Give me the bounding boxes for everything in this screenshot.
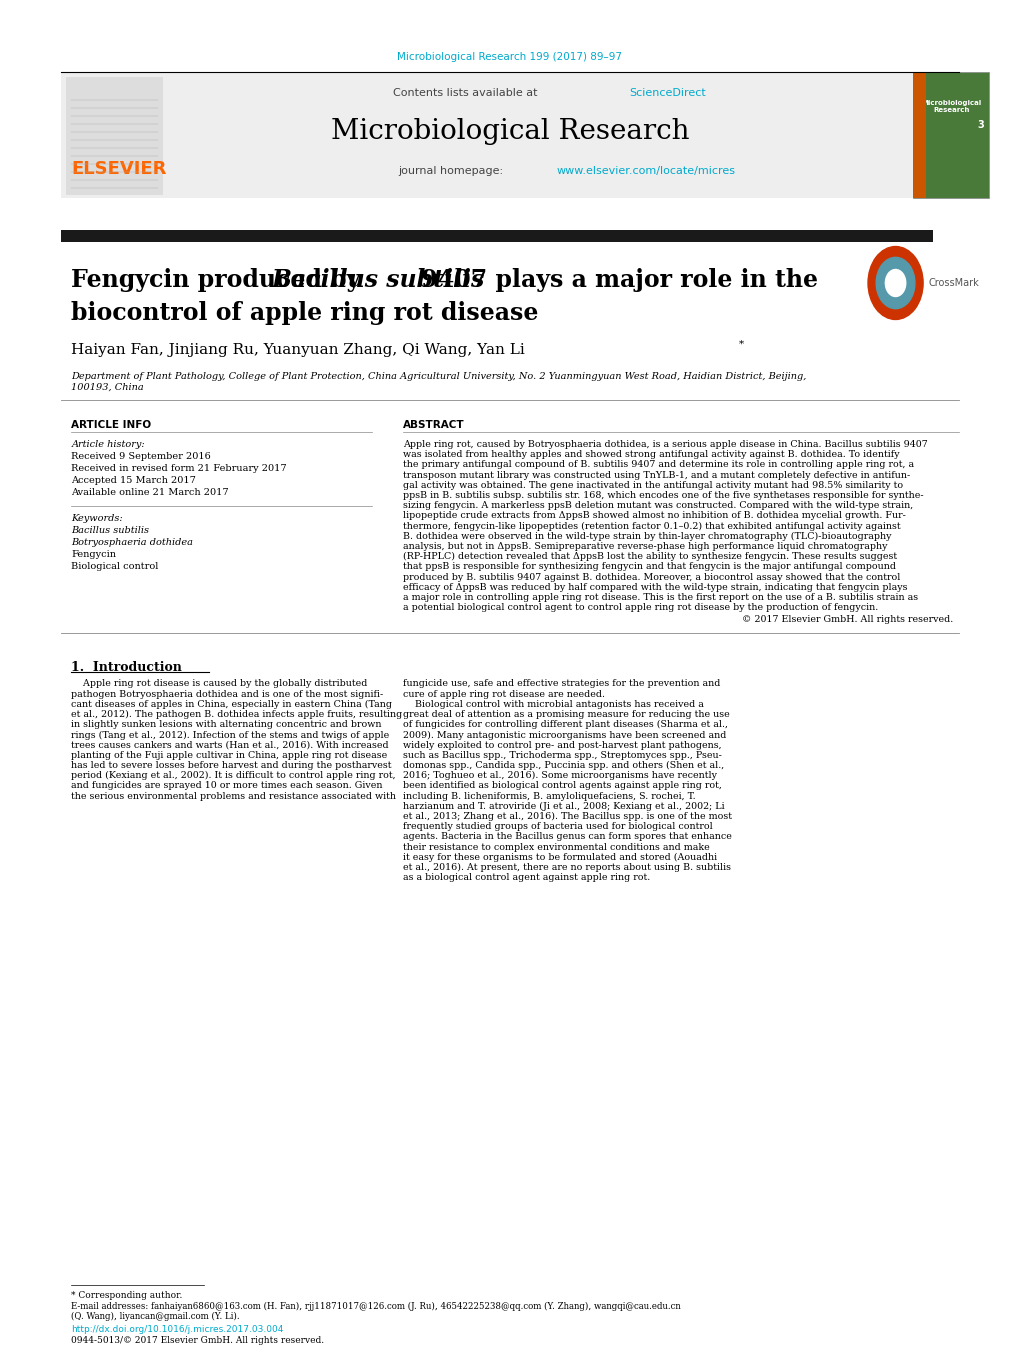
Text: (Q. Wang), liyancan@gmail.com (Y. Li).: (Q. Wang), liyancan@gmail.com (Y. Li). [71,1312,239,1321]
Text: gal activity was obtained. The gene inactivated in the antifungal activity mutan: gal activity was obtained. The gene inac… [403,481,902,490]
Text: great deal of attention as a promising measure for reducing the use: great deal of attention as a promising m… [403,711,729,719]
Text: Available online 21 March 2017: Available online 21 March 2017 [71,488,229,497]
Text: Microbiological Research 199 (2017) 89–97: Microbiological Research 199 (2017) 89–9… [397,51,622,62]
Text: 3: 3 [977,120,983,130]
Text: journal homepage:: journal homepage: [397,166,505,176]
Text: Biological control: Biological control [71,562,159,571]
Text: in slightly sunken lesions with alternating concentric and brown: in slightly sunken lesions with alternat… [71,720,381,730]
Text: lipopeptide crude extracts from ΔppsB showed almost no inhibition of B. dothidea: lipopeptide crude extracts from ΔppsB sh… [403,512,905,520]
Text: cure of apple ring rot disease are needed.: cure of apple ring rot disease are neede… [403,689,604,698]
Text: the primary antifungal compound of B. subtilis 9407 and determine its role in co: the primary antifungal compound of B. su… [403,461,913,469]
Text: Article history:: Article history: [71,440,145,449]
Text: a potential biological control agent to control apple ring rot disease by the pr: a potential biological control agent to … [403,603,877,612]
Text: transposon mutant library was constructed using TnYLB-1, and a mutant completely: transposon mutant library was constructe… [403,470,909,480]
Text: B. dothidea were observed in the wild-type strain by thin-layer chromatography (: B. dothidea were observed in the wild-ty… [403,532,891,540]
Text: Contents lists available at: Contents lists available at [392,88,540,99]
Text: ScienceDirect: ScienceDirect [629,88,705,99]
Text: the serious environmental problems and resistance associated with: the serious environmental problems and r… [71,792,396,801]
Text: http://dx.doi.org/10.1016/j.micres.2017.03.004: http://dx.doi.org/10.1016/j.micres.2017.… [71,1325,283,1333]
Text: and fungicides are sprayed 10 or more times each season. Given: and fungicides are sprayed 10 or more ti… [71,781,382,790]
Text: 100193, China: 100193, China [71,382,144,392]
Text: Microbiological
Research: Microbiological Research [920,100,981,113]
Text: et al., 2012). The pathogen B. dothidea infects apple fruits, resulting: et al., 2012). The pathogen B. dothidea … [71,711,403,719]
Text: Keywords:: Keywords: [71,513,123,523]
Text: planting of the Fuji apple cultivar in China, apple ring rot disease: planting of the Fuji apple cultivar in C… [71,751,387,759]
Text: * Corresponding author.: * Corresponding author. [71,1292,182,1300]
Text: ABSTRACT: ABSTRACT [403,420,464,430]
Text: Received in revised form 21 February 2017: Received in revised form 21 February 201… [71,463,286,473]
Text: has led to severe losses before harvest and during the postharvest: has led to severe losses before harvest … [71,761,391,770]
Text: sizing fengycin. A markerless ppsB deletion mutant was constructed. Compared wit: sizing fengycin. A markerless ppsB delet… [403,501,912,511]
Text: that ppsB is responsible for synthesizing fengycin and that fengycin is the majo: that ppsB is responsible for synthesizin… [403,562,895,571]
Text: ELSEVIER: ELSEVIER [71,159,167,178]
Text: www.elsevier.com/locate/micres: www.elsevier.com/locate/micres [556,166,735,176]
Text: 2016; Toghueo et al., 2016). Some microorganisms have recently: 2016; Toghueo et al., 2016). Some microo… [403,771,716,781]
Text: frequently studied groups of bacteria used for biological control: frequently studied groups of bacteria us… [403,823,712,831]
Text: 1.  Introduction: 1. Introduction [71,662,182,674]
Text: Bacillus subtilis: Bacillus subtilis [71,526,149,535]
Text: (RP-HPLC) detection revealed that ΔppsB lost the ability to synthesize fengycin.: (RP-HPLC) detection revealed that ΔppsB … [403,553,896,561]
Text: domonas spp., Candida spp., Puccinia spp. and others (Shen et al.,: domonas spp., Candida spp., Puccinia spp… [403,761,723,770]
Text: their resistance to complex environmental conditions and make: their resistance to complex environmenta… [403,843,709,851]
Text: ARTICLE INFO: ARTICLE INFO [71,420,152,430]
Text: rings (Tang et al., 2012). Infection of the stems and twigs of apple: rings (Tang et al., 2012). Infection of … [71,731,389,739]
Text: harzianum and T. atroviride (Ji et al., 2008; Kexiang et al., 2002; Li: harzianum and T. atroviride (Ji et al., … [403,801,723,811]
Text: of fungicides for controlling different plant diseases (Sharma et al.,: of fungicides for controlling different … [403,720,728,730]
Text: Fengycin: Fengycin [71,550,116,559]
Text: it easy for these organisms to be formulated and stored (Aouadhi: it easy for these organisms to be formul… [403,852,716,862]
Text: *: * [738,340,743,349]
Text: 0944-5013/© 2017 Elsevier GmbH. All rights reserved.: 0944-5013/© 2017 Elsevier GmbH. All righ… [71,1336,324,1346]
Text: E-mail addresses: fanhaiyan6860@163.com (H. Fan), rjj11871017@126.com (J. Ru), 4: E-mail addresses: fanhaiyan6860@163.com … [71,1302,681,1310]
Text: et al., 2016). At present, there are no reports about using B. subtilis: et al., 2016). At present, there are no … [403,863,731,873]
Text: Received 9 September 2016: Received 9 September 2016 [71,453,211,461]
Text: was isolated from healthy apples and showed strong antifungal activity against B: was isolated from healthy apples and sho… [403,450,899,459]
Text: Accepted 15 March 2017: Accepted 15 March 2017 [71,476,196,485]
Text: 9407 plays a major role in the: 9407 plays a major role in the [413,267,817,292]
Text: Apple ring rot, caused by Botryosphaeria dothidea, is a serious apple disease in: Apple ring rot, caused by Botryosphaeria… [403,440,926,449]
Text: thermore, fengycin-like lipopeptides (retention factor 0.1–0.2) that exhibited a: thermore, fengycin-like lipopeptides (re… [403,521,900,531]
Text: Bacillus subtilis: Bacillus subtilis [271,267,484,292]
Text: © 2017 Elsevier GmbH. All rights reserved.: © 2017 Elsevier GmbH. All rights reserve… [742,616,953,624]
Text: efficacy of ΔppsB was reduced by half compared with the wild-type strain, indica: efficacy of ΔppsB was reduced by half co… [403,582,907,592]
Text: Microbiological Research: Microbiological Research [330,118,689,145]
Text: analysis, but not in ΔppsB. Semipreparative reverse-phase high performance liqui: analysis, but not in ΔppsB. Semipreparat… [403,542,887,551]
Text: Department of Plant Pathology, College of Plant Protection, China Agricultural U: Department of Plant Pathology, College o… [71,372,806,381]
Text: a major role in controlling apple ring rot disease. This is the first report on : a major role in controlling apple ring r… [403,593,917,603]
Text: biocontrol of apple ring rot disease: biocontrol of apple ring rot disease [71,301,538,326]
Text: et al., 2013; Zhang et al., 2016). The Bacillus spp. is one of the most: et al., 2013; Zhang et al., 2016). The B… [403,812,732,821]
Text: including B. licheniformis, B. amyloliquefaciens, S. rochei, T.: including B. licheniformis, B. amyloliqu… [403,792,695,801]
Text: CrossMark: CrossMark [927,278,978,288]
Text: been identified as biological control agents against apple ring rot,: been identified as biological control ag… [403,781,721,790]
Text: pathogen Botryosphaeria dothidea and is one of the most signifi-: pathogen Botryosphaeria dothidea and is … [71,689,383,698]
Text: period (Kexiang et al., 2002). It is difficult to control apple ring rot,: period (Kexiang et al., 2002). It is dif… [71,771,395,781]
Text: cant diseases of apples in China, especially in eastern China (Tang: cant diseases of apples in China, especi… [71,700,392,709]
Text: ppsB in B. subtilis subsp. subtilis str. 168, which encodes one of the five synt: ppsB in B. subtilis subsp. subtilis str.… [403,490,922,500]
Text: produced by B. subtilis 9407 against B. dothidea. Moreover, a biocontrol assay s: produced by B. subtilis 9407 against B. … [403,573,900,581]
Text: Apple ring rot disease is caused by the globally distributed: Apple ring rot disease is caused by the … [71,680,368,689]
Text: Haiyan Fan, Jinjiang Ru, Yuanyuan Zhang, Qi Wang, Yan Li: Haiyan Fan, Jinjiang Ru, Yuanyuan Zhang,… [71,343,525,357]
Text: fungicide use, safe and effective strategies for the prevention and: fungicide use, safe and effective strate… [403,680,719,689]
Text: as a biological control agent against apple ring rot.: as a biological control agent against ap… [403,873,649,882]
Text: agents. Bacteria in the Bacillus genus can form spores that enhance: agents. Bacteria in the Bacillus genus c… [403,832,731,842]
Text: 2009). Many antagonistic microorganisms have been screened and: 2009). Many antagonistic microorganisms … [403,731,726,739]
Text: Botryosphaeria dothidea: Botryosphaeria dothidea [71,538,194,547]
Text: widely exploited to control pre- and post-harvest plant pathogens,: widely exploited to control pre- and pos… [403,740,720,750]
Text: Biological control with microbial antagonists has received a: Biological control with microbial antago… [403,700,703,709]
Text: trees causes cankers and warts (Han et al., 2016). With increased: trees causes cankers and warts (Han et a… [71,740,388,750]
Text: Fengycin produced by: Fengycin produced by [71,267,369,292]
Text: such as Bacillus spp., Trichoderma spp., Streptomyces spp., Pseu-: such as Bacillus spp., Trichoderma spp.,… [403,751,721,759]
